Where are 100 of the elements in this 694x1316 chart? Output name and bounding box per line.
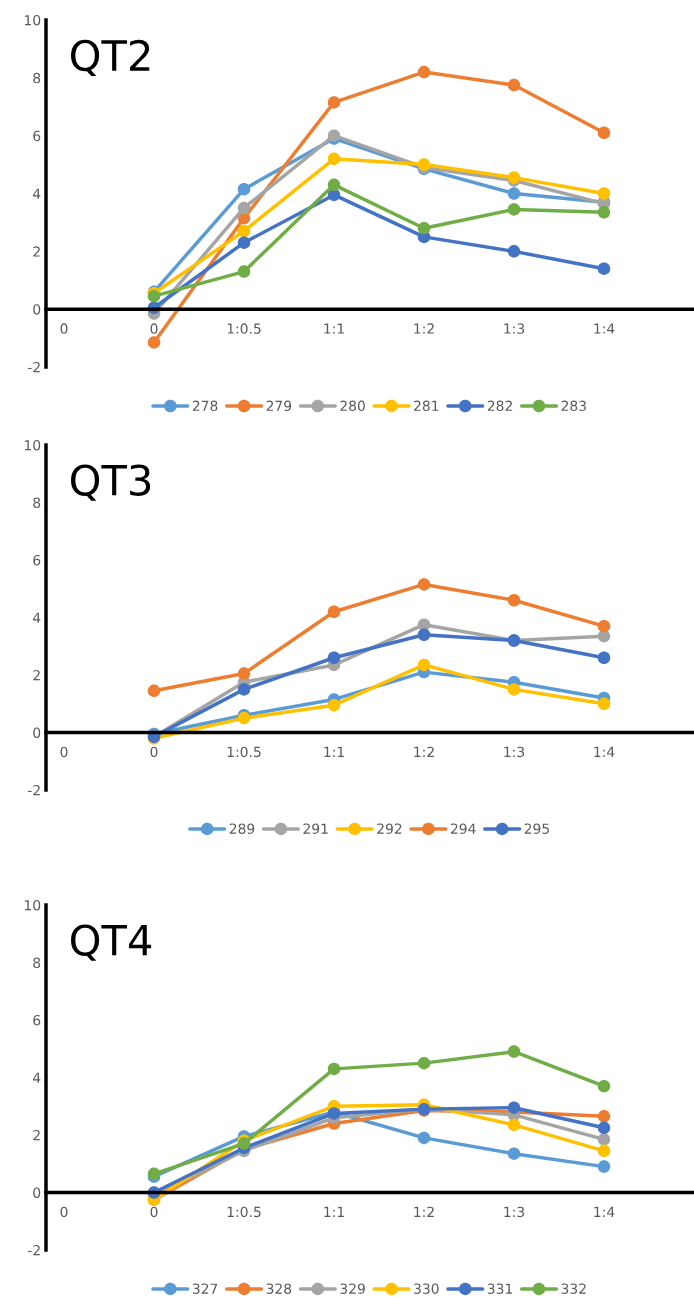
chart-title: QT4 xyxy=(71,924,152,961)
point xyxy=(507,1118,521,1132)
point xyxy=(507,245,521,258)
x-tick-label: 1:2 xyxy=(414,323,434,334)
y-tick-label: -2 xyxy=(27,1244,40,1256)
point xyxy=(327,178,341,192)
y-tick-label: 4 xyxy=(32,612,41,623)
x-tick-label: 0 xyxy=(60,323,68,334)
point xyxy=(597,187,611,200)
x-tick-label: 1:0.5 xyxy=(227,746,261,758)
y-tick-label: 4 xyxy=(32,188,41,199)
y-tick-label: 8 xyxy=(33,497,41,508)
legend-label: 328 xyxy=(266,1283,292,1294)
point xyxy=(597,1144,611,1158)
point xyxy=(507,1147,521,1160)
x-tick-label: 0 xyxy=(150,746,158,758)
point xyxy=(237,667,251,680)
y-tick-label: 10 xyxy=(24,899,41,911)
y-tick-label: 10 xyxy=(24,14,41,26)
point xyxy=(597,1110,611,1123)
legend-label: 279 xyxy=(266,400,292,412)
point xyxy=(597,1160,611,1173)
x-tick-label: 1:2 xyxy=(414,1206,434,1217)
legend-label: 280 xyxy=(340,400,365,412)
point xyxy=(237,182,251,196)
point xyxy=(417,65,431,79)
x-tick-label: 0 xyxy=(150,323,158,334)
point xyxy=(147,336,161,349)
legend-label: 295 xyxy=(524,823,549,834)
point xyxy=(237,236,251,249)
x-tick-label: 0 xyxy=(60,746,68,758)
point xyxy=(507,594,521,607)
legend-label: 330 xyxy=(414,1283,439,1294)
point xyxy=(327,1062,341,1076)
y-tick-label: 4 xyxy=(32,1072,41,1083)
point xyxy=(507,1101,521,1114)
x-tick-label: 1:1 xyxy=(324,1206,344,1217)
x-tick-label: 1:3 xyxy=(504,1206,525,1218)
point xyxy=(417,1131,431,1145)
legend-label: 294 xyxy=(450,823,476,834)
point xyxy=(417,578,431,591)
point xyxy=(327,605,341,618)
y-tick-label: 2 xyxy=(33,669,40,681)
legend-label: 282 xyxy=(487,400,512,412)
x-tick-label: 0 xyxy=(60,1206,68,1218)
y-tick-label: 10 xyxy=(24,439,41,451)
x-tick-label: 1:3 xyxy=(504,323,525,334)
x-tick-label: 1:0.5 xyxy=(227,1206,261,1218)
y-tick-label: 6 xyxy=(33,554,41,566)
y-tick-label: 0 xyxy=(33,304,41,315)
point xyxy=(417,221,431,235)
point xyxy=(507,187,521,200)
point xyxy=(507,1045,521,1058)
legend-label: 329 xyxy=(340,1283,365,1294)
y-tick-label: 8 xyxy=(33,957,41,968)
x-tick-label: 1:4 xyxy=(594,1206,615,1217)
y-tick-label: 6 xyxy=(33,130,41,142)
y-tick-label: 8 xyxy=(33,72,41,84)
point xyxy=(327,96,341,109)
legend-label: 327 xyxy=(192,1283,218,1294)
point xyxy=(597,697,611,710)
legend-label: 281 xyxy=(414,400,439,412)
x-tick-label: 1:1 xyxy=(324,746,344,757)
chart-title: QT2 xyxy=(71,39,150,77)
point xyxy=(507,203,521,216)
point xyxy=(237,224,251,238)
x-tick-label: 0 xyxy=(150,1206,158,1218)
point xyxy=(597,206,611,219)
point xyxy=(597,1121,611,1135)
y-tick-label: 0 xyxy=(33,727,41,738)
point xyxy=(327,152,341,166)
point xyxy=(507,78,521,92)
legend-label: 289 xyxy=(229,823,255,834)
x-tick-label: 1:4 xyxy=(594,746,615,757)
legend-label: 291 xyxy=(303,823,328,834)
y-tick-label: 6 xyxy=(33,1014,41,1026)
point xyxy=(597,126,611,140)
point xyxy=(597,1133,611,1146)
x-tick-label: 1:4 xyxy=(594,323,615,334)
legend-label: 278 xyxy=(192,400,218,412)
point xyxy=(507,683,521,696)
point xyxy=(597,1079,611,1093)
y-tick-label: 2 xyxy=(33,246,40,257)
legend-label: 283 xyxy=(561,400,586,412)
point xyxy=(597,619,611,633)
x-tick-label: 1:3 xyxy=(504,746,525,758)
point xyxy=(147,684,161,698)
chart-title: QT3 xyxy=(71,464,151,501)
legend-label: 292 xyxy=(377,823,402,834)
x-tick-label: 1:0.5 xyxy=(227,323,261,334)
point xyxy=(417,658,431,672)
x-tick-label: 1:2 xyxy=(414,746,434,757)
y-tick-label: 0 xyxy=(33,1187,41,1198)
y-tick-label: 2 xyxy=(33,1129,40,1141)
point xyxy=(417,628,431,641)
legend-label: 331 xyxy=(487,1283,513,1294)
point xyxy=(597,262,611,275)
y-tick-label: -2 xyxy=(27,361,40,373)
point xyxy=(327,698,341,712)
point xyxy=(237,683,251,696)
